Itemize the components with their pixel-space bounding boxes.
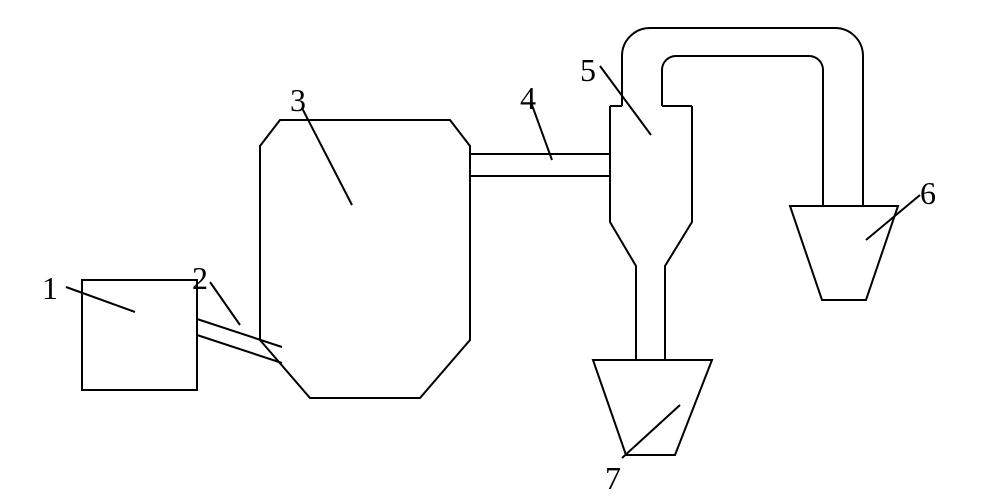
label-7: 7: [605, 460, 621, 497]
lead-line-6: [866, 195, 920, 240]
lead-line-3: [302, 108, 352, 205]
component-6-hopper: [790, 206, 898, 300]
lead-line-2: [210, 282, 240, 325]
component-1-box: [82, 280, 197, 390]
label-4: 4: [520, 80, 536, 117]
label-5: 5: [580, 52, 596, 89]
label-3: 3: [290, 82, 306, 119]
label-6: 6: [920, 175, 936, 212]
component-5-left: [610, 106, 636, 360]
overhead-duct-outer: [622, 28, 863, 206]
lead-line-1: [66, 287, 135, 312]
component-2-duct-bottom: [197, 335, 282, 363]
component-7-hopper: [593, 360, 712, 455]
label-2: 2: [192, 260, 208, 297]
lead-line-5: [600, 66, 651, 135]
component-5-right: [665, 106, 692, 360]
overhead-duct-inner: [662, 56, 823, 206]
process-flow-diagram: [0, 0, 1000, 501]
lead-line-7: [622, 405, 680, 458]
label-1: 1: [42, 270, 58, 307]
component-3-vessel: [260, 120, 470, 398]
